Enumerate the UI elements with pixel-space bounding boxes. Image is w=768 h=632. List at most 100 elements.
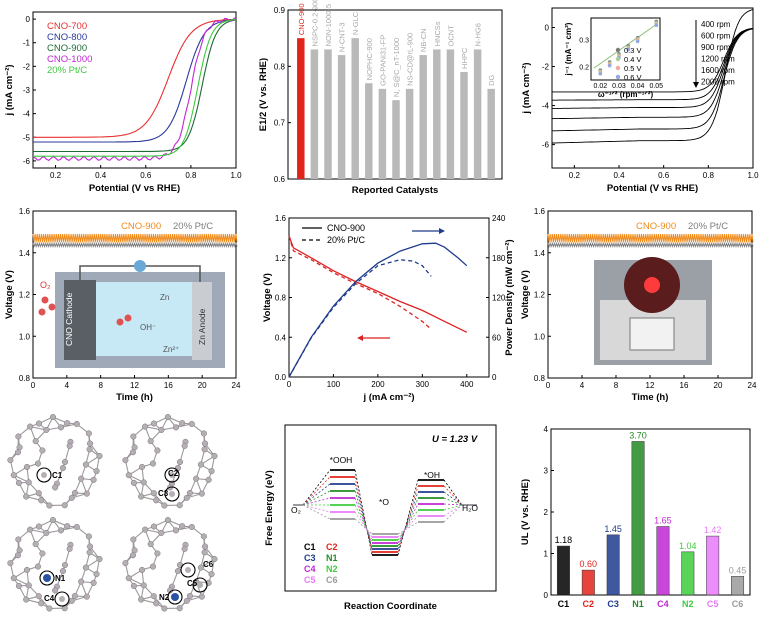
cage-atom bbox=[172, 527, 179, 534]
cage-atom bbox=[85, 533, 92, 540]
bar-label: GO-PANi31-FP bbox=[378, 35, 387, 86]
cage-atom bbox=[140, 479, 147, 486]
step-label: *OOH bbox=[330, 455, 353, 465]
legend-entry: 20% Pt/C bbox=[688, 221, 728, 232]
bar-label: NS-CD@rL-900 bbox=[406, 33, 415, 86]
cage-atom bbox=[61, 458, 69, 466]
cage-atom bbox=[71, 489, 78, 497]
ul-bar-c3 bbox=[606, 534, 620, 596]
x-tick-label: 0.6 bbox=[658, 171, 670, 180]
bar-9 bbox=[419, 55, 427, 179]
cage-atom bbox=[49, 517, 56, 524]
x-tick-label: 16 bbox=[680, 381, 689, 390]
x-tick-label: 16 bbox=[164, 381, 173, 390]
cage-atom bbox=[7, 560, 14, 567]
cage-atom bbox=[82, 461, 89, 468]
lsv-line-cno-700 bbox=[33, 18, 236, 138]
cage-atom bbox=[43, 529, 50, 536]
cage-atom bbox=[15, 582, 22, 589]
cage-atom bbox=[57, 527, 64, 534]
cage-atom bbox=[147, 438, 154, 445]
bar-2 bbox=[324, 49, 332, 179]
rpm-arrowhead bbox=[693, 82, 699, 88]
x-tick-label: 8 bbox=[98, 381, 103, 390]
cage-atom bbox=[87, 543, 94, 550]
y-tick-label: -3 bbox=[23, 86, 31, 95]
cage-atom bbox=[164, 517, 171, 524]
cage-atom bbox=[23, 493, 30, 500]
molecule-icon bbox=[116, 318, 124, 326]
site-atom bbox=[185, 567, 191, 573]
bar-label: OCNT bbox=[446, 25, 455, 47]
cycling-trace-pt-c bbox=[32, 241, 238, 249]
y-axis-label: j (mA cm⁻²) bbox=[521, 62, 532, 114]
inset-legend-marker bbox=[615, 74, 621, 80]
legend-entry: CNO-1000 bbox=[47, 54, 92, 65]
y-axis-label: E1/2 (V vs. RHE) bbox=[258, 58, 269, 131]
cage-atom bbox=[25, 479, 32, 486]
rde-curve bbox=[551, 28, 754, 120]
y-tick-label: 0.8 bbox=[534, 374, 546, 383]
x-tick-label: 12 bbox=[130, 381, 139, 390]
inset-legend-label: 0.4 V bbox=[624, 55, 642, 64]
site-label: C3 bbox=[158, 489, 169, 498]
cage-atom bbox=[174, 567, 182, 575]
y-axis-label: Free Energy (eV) bbox=[264, 470, 275, 546]
ul-bar-c4 bbox=[656, 526, 670, 596]
x-tick-label: 20 bbox=[714, 381, 723, 390]
cage-atom bbox=[202, 440, 209, 447]
bar-label: CNO-900 bbox=[297, 3, 306, 35]
panel-cycling-right: 0 4 8 12 16 20 24 0.8 1.0 1.2 1.4 1.6 Time (h) Voltag… bbox=[520, 207, 757, 403]
polarization-line-3 bbox=[288, 259, 432, 378]
inset-legend-marker bbox=[615, 65, 621, 71]
y-tick-label: 0.8 bbox=[275, 294, 287, 303]
cage-atom bbox=[68, 494, 75, 501]
bar-4 bbox=[351, 38, 359, 179]
x-tick-label: C2 bbox=[583, 599, 595, 609]
bar-3 bbox=[337, 55, 346, 179]
y-tick-label: 1.2 bbox=[275, 254, 287, 263]
rpm-label: 600 rpm bbox=[701, 32, 731, 41]
energy-connector bbox=[397, 491, 419, 550]
energy-connector bbox=[354, 504, 373, 541]
cage-atom bbox=[200, 430, 207, 437]
cage-atom bbox=[211, 555, 218, 563]
cage-atom bbox=[27, 526, 34, 533]
value-label: 1.65 bbox=[654, 516, 672, 526]
ul-bar-n1 bbox=[631, 441, 645, 596]
x-tick-label: C5 bbox=[707, 599, 719, 609]
cage-atom bbox=[61, 561, 69, 569]
ul-bar-n2 bbox=[681, 551, 695, 596]
cage-atom bbox=[66, 545, 73, 552]
cage-atom bbox=[49, 414, 56, 421]
rpm-label: 2000 rpm bbox=[701, 78, 735, 87]
rde-curve bbox=[552, 27, 754, 101]
energy-connector bbox=[354, 483, 373, 550]
cage-atom bbox=[150, 523, 157, 530]
cage-atom bbox=[73, 420, 80, 428]
o2-label: O₂ bbox=[40, 280, 51, 290]
y-tick-label: 3 bbox=[544, 467, 549, 476]
cathode-block bbox=[64, 280, 96, 360]
inset-x-tick-label: 0.04 bbox=[631, 83, 645, 90]
cage-atom bbox=[46, 605, 53, 612]
site-label: C5 bbox=[187, 579, 198, 588]
inset-point bbox=[626, 47, 631, 52]
polarization-line-2 bbox=[288, 242, 468, 378]
cage-atom bbox=[198, 490, 205, 497]
y-tick-label: 1.4 bbox=[19, 249, 31, 258]
cage-atom bbox=[201, 446, 208, 453]
x-tick-label: C4 bbox=[657, 599, 669, 609]
inset-legend-label: 0.5 V bbox=[624, 64, 642, 73]
x-tick-label: C3 bbox=[607, 599, 619, 609]
site-ring bbox=[54, 591, 70, 607]
energy-connector bbox=[397, 503, 419, 544]
axes-frame bbox=[288, 217, 490, 378]
cage-atom bbox=[7, 457, 14, 464]
cage-atom bbox=[158, 426, 165, 433]
site-ring bbox=[180, 562, 196, 578]
y-tick-label: 0 bbox=[26, 15, 31, 24]
cage-atom bbox=[183, 597, 190, 604]
y-axis-label: Voltage (V) bbox=[262, 273, 273, 322]
y-tick-label: 1.6 bbox=[534, 207, 546, 216]
